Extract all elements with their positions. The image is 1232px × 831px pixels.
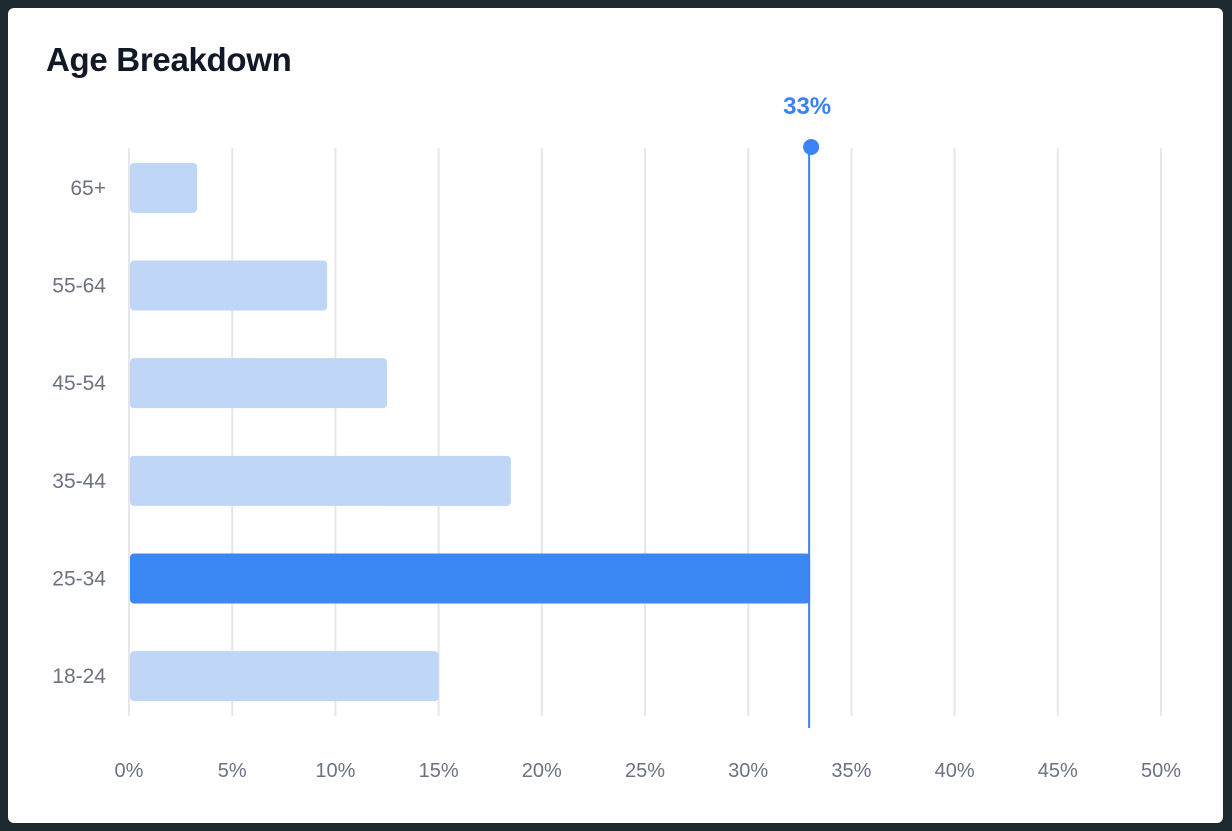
- y-tick-label: 35-44: [52, 470, 106, 493]
- x-tick-label: 5%: [218, 760, 247, 782]
- bars: [130, 162, 811, 702]
- bar-45-54: [130, 358, 387, 409]
- x-tick-label: 35%: [831, 760, 871, 782]
- x-axis: 0% 5% 10% 15% 20% 25% 30% 35% 40% 45% 50%: [115, 760, 1182, 782]
- x-tick-label: 15%: [419, 760, 459, 782]
- y-tick-label: 25-34: [52, 568, 106, 591]
- chart-title: Age Breakdown: [46, 41, 292, 78]
- x-tick-label: 0%: [115, 760, 144, 782]
- bar-55-64: [130, 260, 328, 311]
- x-tick-label: 20%: [522, 760, 562, 782]
- x-tick-label: 25%: [625, 760, 665, 782]
- x-tick-label: 10%: [315, 760, 355, 782]
- y-tick-label: 45-54: [52, 372, 106, 395]
- marker: 33%: [783, 93, 831, 728]
- y-axis: 65+ 55-64 45-54 35-44 25-34 18-24: [52, 177, 106, 688]
- grid-lines: [128, 148, 1162, 716]
- y-tick-label: 18-24: [52, 665, 106, 688]
- x-tick-label: 50%: [1141, 760, 1181, 782]
- age-breakdown-card: Age Breakdown 33% 65+ 55-64 45-54 35-44 25-3…: [8, 8, 1223, 823]
- bar-18-24: [130, 651, 439, 702]
- x-tick-label: 30%: [728, 760, 768, 782]
- bar-65+: [130, 162, 198, 213]
- x-tick-label: 45%: [1038, 760, 1078, 782]
- bar-chart: 33% 65+ 55-64 45-54 35-44 25-34 18-24 0% 5% 10%…: [52, 93, 1182, 782]
- marker-label: 33%: [783, 93, 831, 120]
- bar-25-34: [130, 553, 811, 604]
- bar-35-44: [130, 455, 511, 506]
- y-tick-label: 65+: [70, 177, 106, 200]
- y-tick-label: 55-64: [52, 275, 106, 298]
- x-tick-label: 40%: [935, 760, 975, 782]
- marker-dot: [803, 139, 820, 155]
